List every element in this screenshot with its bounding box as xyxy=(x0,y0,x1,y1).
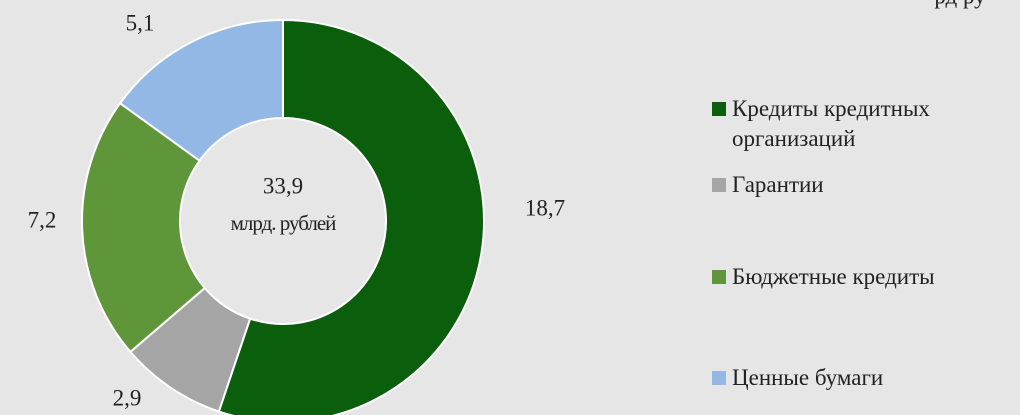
corner-text: рд ру xyxy=(934,0,986,8)
donut-slice xyxy=(118,18,284,163)
legend-label: Кредиты кредитных организаций xyxy=(732,96,930,151)
legend-swatch xyxy=(712,102,726,116)
center-unit: млрд. рублей xyxy=(231,211,337,235)
data-label: 5,1 xyxy=(126,10,155,35)
legend-item: Гарантии xyxy=(712,170,1002,200)
center-value: 33,9 xyxy=(263,173,303,198)
donut-slice xyxy=(217,18,485,415)
legend-item: Ценные бумаги xyxy=(712,363,1002,393)
data-label: 2,9 xyxy=(113,385,142,410)
legend-item: Бюджетные кредиты xyxy=(712,262,1002,292)
legend-swatch xyxy=(712,178,726,192)
data-label: 18,7 xyxy=(525,195,565,220)
legend-label: Гарантии xyxy=(732,172,824,197)
legend-label: Бюджетные кредиты xyxy=(732,264,935,289)
legend-item: Кредиты кредитных организаций xyxy=(712,94,1002,154)
legend-swatch xyxy=(712,371,726,385)
donut-slice xyxy=(129,286,252,413)
legend-label: Ценные бумаги xyxy=(732,365,884,390)
data-label: 7,2 xyxy=(28,207,57,232)
legend-swatch xyxy=(712,270,726,284)
donut-slice xyxy=(81,101,207,354)
